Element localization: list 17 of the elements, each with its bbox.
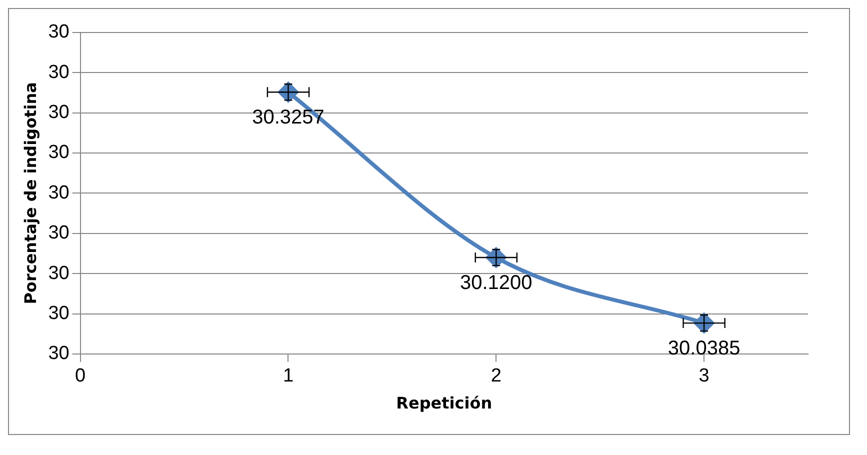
y-tick-label: 30 [48, 62, 70, 83]
y-tick-label: 30 [48, 222, 70, 244]
y-axis-title: Porcentaje de indigotina [20, 82, 40, 304]
data-label: 30.0385 [668, 338, 740, 360]
data-label: 30.1200 [460, 272, 532, 294]
y-tick-label: 30 [48, 142, 70, 164]
y-tick-label: 30 [48, 262, 70, 284]
y-tick-label: 30 [48, 22, 70, 43]
y-tick-label: 30 [48, 182, 70, 204]
x-tick-label: 3 [698, 366, 710, 387]
x-tick-label: 0 [75, 366, 86, 387]
x-axis-title: Repetición [396, 394, 492, 413]
x-tick-label: 1 [282, 366, 294, 387]
y-tick-label: 30 [48, 303, 70, 324]
x-tick-label: 2 [490, 366, 502, 387]
y-tick-label: 30 [48, 102, 70, 124]
y-tick-label: 30 [48, 343, 70, 364]
